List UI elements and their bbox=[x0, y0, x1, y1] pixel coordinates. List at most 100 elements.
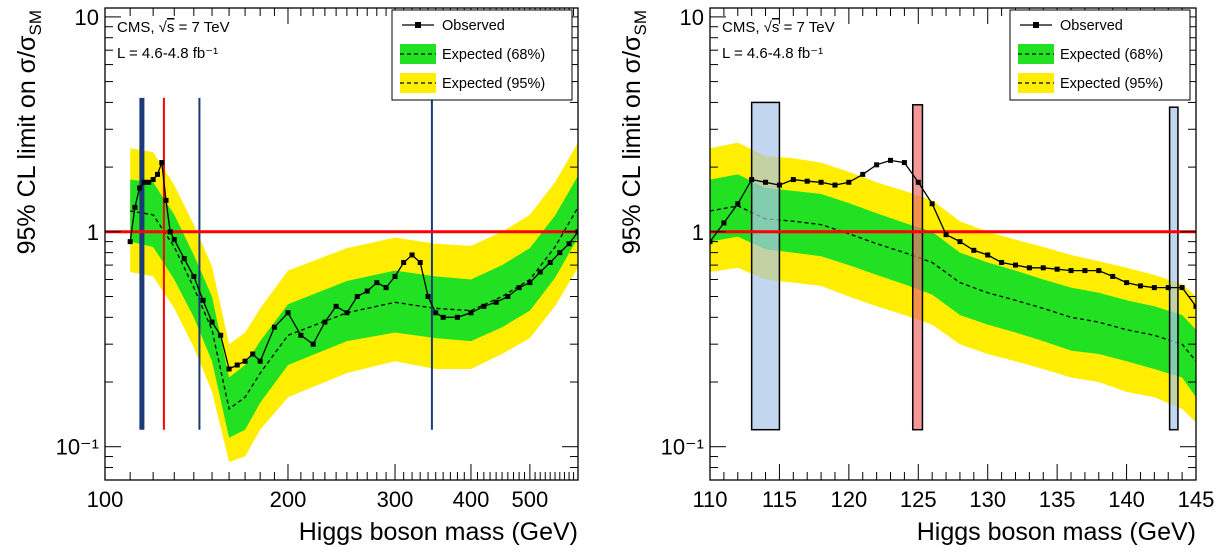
observed-point bbox=[566, 241, 572, 247]
x-tick-label: 135 bbox=[1039, 487, 1076, 512]
observed-point bbox=[417, 259, 423, 265]
observed-point bbox=[200, 297, 206, 303]
observed-point bbox=[257, 358, 263, 364]
observed-point bbox=[505, 293, 511, 299]
plot-area bbox=[710, 101, 1196, 431]
observed-point bbox=[776, 182, 782, 188]
x-tick-label: 500 bbox=[512, 487, 549, 512]
observed-point bbox=[146, 179, 152, 185]
observed-point bbox=[804, 178, 810, 184]
luminosity-label: L = 4.6-4.8 fb⁻¹ bbox=[722, 45, 823, 62]
observed-point bbox=[344, 310, 350, 316]
observed-point bbox=[1054, 266, 1060, 272]
observed-point bbox=[1137, 283, 1143, 289]
expected-line bbox=[710, 205, 1196, 362]
x-tick-label: 125 bbox=[900, 487, 937, 512]
observed-point bbox=[527, 280, 533, 286]
observed-point bbox=[915, 179, 921, 185]
legend-observed-marker bbox=[415, 22, 421, 28]
x-tick-label: 100 bbox=[87, 487, 124, 512]
observed-point bbox=[159, 160, 165, 166]
x-tick-label: 120 bbox=[830, 487, 867, 512]
observed-point bbox=[721, 220, 727, 226]
experiment-label: CMS, √s = 7 TeV bbox=[722, 19, 835, 36]
legend-entry-95: Expected (95%) bbox=[442, 76, 545, 92]
observed-point bbox=[425, 293, 431, 299]
observed-point bbox=[191, 273, 197, 279]
observed-point bbox=[537, 269, 543, 275]
observed-point bbox=[1040, 265, 1046, 271]
observed-point bbox=[735, 201, 741, 207]
x-tick-label: 200 bbox=[270, 487, 307, 512]
observed-point bbox=[874, 162, 880, 168]
observed-point bbox=[440, 314, 446, 320]
experiment-label: CMS, √s = 7 TeV bbox=[117, 19, 230, 36]
observed-point bbox=[901, 160, 907, 166]
observed-point bbox=[832, 182, 838, 188]
observed-point bbox=[364, 288, 370, 294]
observed-point bbox=[218, 332, 224, 338]
x-tick-label: 140 bbox=[1108, 487, 1145, 512]
y-tick-label: 1 bbox=[692, 220, 704, 245]
x-axis-title: Higgs boson mass (GeV) bbox=[299, 518, 578, 546]
legend-entry-68: Expected (68%) bbox=[442, 47, 545, 63]
y-axis-title: 95% CL limit on σ/σSM bbox=[13, 10, 45, 254]
highlight-box-1 bbox=[750, 101, 781, 431]
x-tick-label: 115 bbox=[762, 487, 797, 512]
observed-point bbox=[285, 310, 291, 316]
observed-point bbox=[943, 232, 949, 238]
observed-point bbox=[1179, 285, 1185, 291]
observed-point bbox=[454, 314, 460, 320]
observed-point bbox=[1026, 265, 1032, 271]
highlight-box-3 bbox=[1168, 106, 1179, 431]
observed-point bbox=[354, 293, 360, 299]
observed-point bbox=[137, 185, 143, 191]
band-68 bbox=[710, 174, 1196, 398]
observed-point bbox=[468, 310, 474, 316]
observed-point bbox=[298, 332, 304, 338]
observed-point bbox=[971, 247, 977, 253]
observed-point bbox=[1082, 268, 1088, 274]
legend-entry-observed: Observed bbox=[442, 18, 505, 34]
observed-point bbox=[433, 310, 439, 316]
y-tick-label: 10⁻¹ bbox=[661, 435, 704, 460]
observed-point bbox=[1096, 268, 1102, 274]
observed-point bbox=[181, 256, 187, 262]
observed-point bbox=[547, 259, 553, 265]
observed-point bbox=[401, 259, 407, 265]
observed-point bbox=[1151, 285, 1157, 291]
observed-point bbox=[154, 171, 160, 177]
observed-point bbox=[516, 285, 522, 291]
plot-frame bbox=[709, 7, 1197, 481]
chart-panel-1: 10⁻¹ 1 10 100 200 300 400 500 Higgs boson mass (… bbox=[13, 5, 579, 546]
observed-point bbox=[392, 273, 398, 279]
legend: Observed Expected (68%) Expected (95%) bbox=[1009, 9, 1191, 101]
observed-point bbox=[163, 197, 169, 203]
observed-point bbox=[409, 252, 415, 258]
observed-point bbox=[333, 303, 339, 309]
observed-point bbox=[141, 179, 147, 185]
observed-point bbox=[763, 179, 769, 185]
observed-point bbox=[234, 362, 240, 368]
observed-point bbox=[957, 239, 963, 245]
observed-point bbox=[322, 319, 328, 325]
observed-point bbox=[250, 351, 256, 357]
y-axis-title: 95% CL limit on σ/σSM bbox=[618, 10, 650, 254]
observed-point bbox=[1193, 303, 1196, 309]
observed-point bbox=[271, 324, 277, 330]
y-tick-label: 1 bbox=[87, 220, 99, 245]
observed-point bbox=[310, 341, 316, 347]
observed-point bbox=[481, 303, 487, 309]
observed-point bbox=[132, 204, 138, 210]
observed-point bbox=[749, 177, 755, 183]
y-tick-label: 10⁻¹ bbox=[56, 435, 99, 460]
observed-point bbox=[790, 177, 796, 183]
legend-entry-observed: Observed bbox=[1060, 18, 1123, 34]
observed-point bbox=[374, 280, 380, 286]
observed-point bbox=[999, 259, 1005, 265]
x-tick-label: 300 bbox=[377, 487, 414, 512]
y-tick-label: 10 bbox=[680, 5, 704, 30]
observed-point bbox=[888, 157, 894, 163]
legend-observed-marker bbox=[1033, 22, 1039, 28]
